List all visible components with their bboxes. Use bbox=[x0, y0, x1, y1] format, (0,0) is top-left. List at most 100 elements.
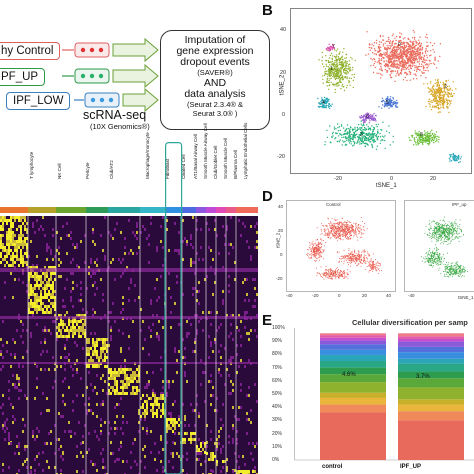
tsne-point bbox=[349, 230, 351, 232]
tsne-point bbox=[370, 141, 372, 143]
tsne-point bbox=[336, 223, 337, 224]
tsne-point bbox=[384, 42, 386, 44]
heatmap-cell bbox=[0, 243, 2, 246]
tsne-point bbox=[455, 159, 458, 161]
tsne-point bbox=[434, 82, 436, 85]
heatmap-cell bbox=[136, 231, 138, 234]
heatmap-cell bbox=[64, 287, 66, 290]
heatmap-cell bbox=[40, 284, 42, 287]
tsne-point bbox=[453, 159, 455, 162]
tsne-point bbox=[381, 69, 383, 71]
tsne-point bbox=[362, 115, 365, 118]
tsne-point bbox=[379, 52, 382, 55]
heatmap-cell bbox=[174, 347, 176, 350]
tsne-point bbox=[393, 58, 396, 60]
tsne-point bbox=[328, 61, 331, 63]
tsne-point bbox=[345, 136, 347, 138]
heatmap-cell bbox=[20, 261, 22, 264]
heatmap-cell bbox=[200, 246, 202, 249]
tsne-point bbox=[338, 79, 341, 81]
tsne-point bbox=[372, 129, 375, 131]
tsne-point bbox=[380, 63, 382, 65]
tsne-point bbox=[454, 154, 456, 157]
heatmap-cell bbox=[104, 255, 106, 258]
heatmap-cell bbox=[34, 278, 36, 281]
tsne-point bbox=[412, 29, 414, 32]
tsne-point bbox=[343, 65, 345, 67]
tsne-point bbox=[431, 86, 434, 88]
tsne-point bbox=[436, 79, 439, 82]
panel-b-xtick-m20: -20 bbox=[334, 176, 342, 182]
heatmap-cell bbox=[92, 284, 94, 287]
tsne-point bbox=[388, 125, 390, 127]
heatmap-cell bbox=[50, 308, 52, 311]
heatmap-cell bbox=[146, 237, 148, 240]
heatmap-cell bbox=[246, 293, 248, 296]
heatmap-cell bbox=[60, 275, 62, 278]
tsne-point bbox=[428, 134, 431, 137]
tsne-point bbox=[393, 59, 395, 62]
heatmap-cell bbox=[212, 293, 214, 296]
heatmap-cell bbox=[248, 418, 250, 421]
tsne-point bbox=[427, 132, 429, 135]
heatmap-cell bbox=[186, 243, 188, 246]
heatmap-cell bbox=[88, 397, 90, 400]
heatmap-cell bbox=[110, 368, 112, 371]
tsne-point bbox=[374, 66, 376, 69]
heatmap-cell bbox=[42, 392, 44, 395]
heatmap-cell bbox=[230, 359, 232, 362]
heatmap-cell bbox=[144, 386, 146, 389]
tsne-point bbox=[446, 91, 448, 93]
heatmap-cell bbox=[106, 392, 108, 395]
tsne-point bbox=[359, 139, 362, 141]
heatmap-cell bbox=[114, 228, 116, 231]
tsne-point bbox=[309, 253, 311, 255]
heatmap-cell bbox=[186, 320, 188, 323]
tsne-point bbox=[379, 59, 381, 61]
tsne-point bbox=[339, 71, 341, 73]
heatmap-cell bbox=[252, 442, 254, 445]
tsne-point bbox=[374, 118, 377, 121]
tsne-point bbox=[346, 228, 348, 230]
tsne-point bbox=[428, 139, 431, 141]
tsne-point bbox=[428, 144, 430, 146]
tsne-point bbox=[396, 103, 398, 105]
tsne-point bbox=[312, 251, 314, 253]
tsne-point bbox=[319, 252, 321, 254]
heatmap-cell bbox=[50, 332, 52, 335]
tsne-point bbox=[339, 233, 341, 235]
tsne-point bbox=[354, 128, 356, 130]
tsne-point bbox=[402, 62, 404, 64]
tsne-point bbox=[332, 228, 334, 230]
tsne-point bbox=[325, 242, 327, 243]
heatmap-cell bbox=[130, 392, 132, 395]
tsne-point bbox=[398, 60, 400, 62]
tsne-point bbox=[405, 63, 407, 65]
heatmap-cell bbox=[240, 406, 242, 409]
tsne-point bbox=[409, 73, 412, 75]
heatmap-cell bbox=[178, 249, 180, 252]
heatmap-cell bbox=[210, 311, 212, 314]
tsne-point bbox=[330, 105, 332, 108]
tsne-point bbox=[379, 132, 381, 135]
tsne-point bbox=[346, 76, 348, 78]
heatmap-cell bbox=[60, 445, 62, 448]
tsne-point bbox=[311, 242, 313, 244]
tsne-point bbox=[417, 142, 419, 144]
heatmap-cell bbox=[248, 246, 250, 249]
heatmap-cell bbox=[194, 287, 196, 290]
tsne-point bbox=[339, 67, 341, 69]
heatmap-cell bbox=[250, 421, 252, 424]
heatmap-cell bbox=[4, 438, 6, 441]
tsne-point bbox=[396, 73, 398, 75]
tsne-point bbox=[413, 50, 415, 53]
heatmap-cell bbox=[76, 371, 78, 374]
heatmap-cell bbox=[120, 311, 122, 314]
tsne-point bbox=[399, 72, 402, 74]
tsne-point bbox=[368, 122, 370, 124]
heatmap-cell bbox=[112, 302, 114, 305]
heatmap-cell bbox=[92, 389, 94, 392]
heatmap-cell bbox=[224, 347, 226, 350]
tsne-point bbox=[381, 74, 383, 76]
tsne-point bbox=[368, 46, 370, 49]
